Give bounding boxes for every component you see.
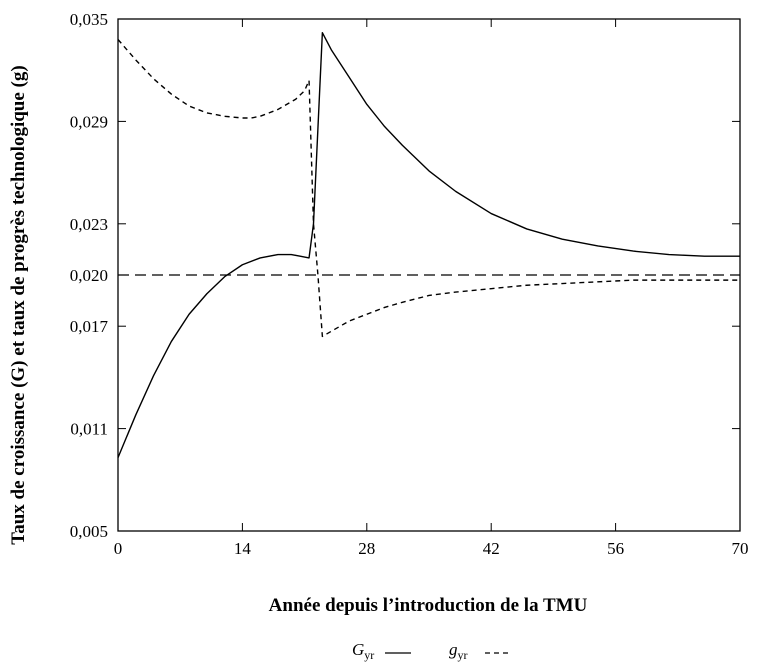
series-line-1 [117, 31, 740, 458]
y-tick-label: 0,017 [70, 317, 109, 336]
y-tick-label: 0,023 [70, 215, 108, 234]
series-line-2 [117, 39, 740, 338]
x-tick-label: 70 [732, 539, 749, 558]
series-layer [117, 31, 740, 458]
x-tick-label: 14 [234, 539, 252, 558]
x-axis-title: Année depuis l’introduction de la TMU [269, 595, 588, 616]
y-tick-label: 0,020 [70, 266, 108, 285]
x-tick-label: 56 [607, 539, 624, 558]
legend-label: gyr [449, 640, 468, 662]
legend-label: Gyr [352, 640, 374, 662]
ticks-layer: 0 14 28 42 56 70 0,005 0,011 0,017 0,020 0,023 0,02… [70, 10, 749, 558]
y-tick-label: 0,035 [70, 10, 108, 29]
y-axis-title: Taux de croissance (G) et taux de progrè… [8, 65, 29, 544]
x-tick-label: 28 [358, 539, 375, 558]
y-tick-label: 0,011 [70, 420, 108, 439]
legend: Gyr gyr [352, 640, 511, 662]
y-tick-label: 0,005 [70, 522, 108, 541]
x-tick-label: 42 [483, 539, 500, 558]
x-tick-label: 0 [114, 539, 123, 558]
y-tick-label: 0,029 [70, 112, 108, 131]
